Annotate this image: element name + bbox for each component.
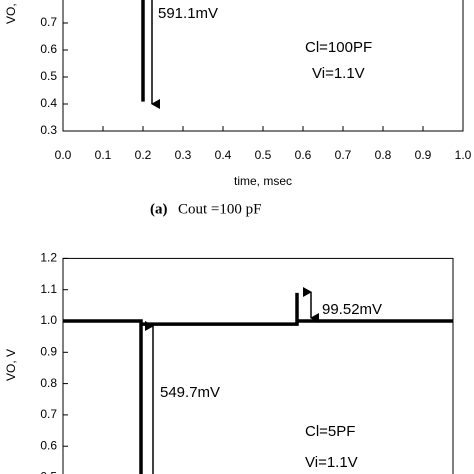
y-tick-label: 1.0 — [40, 313, 57, 327]
y-tick-label: 0.8 — [40, 0, 57, 2]
caption-label: (a) — [150, 201, 168, 217]
caption: Cout =100 pF — [178, 201, 261, 217]
y-tick-label: 1.1 — [40, 282, 57, 296]
annotation: Cl=100PF — [305, 39, 372, 56]
annotation: 549.7mV — [160, 384, 220, 401]
x-tick-label: 0.8 — [375, 148, 392, 162]
x-tick-label: 0.3 — [175, 148, 192, 162]
y-tick-label: 0.8 — [40, 376, 57, 390]
y-tick-label: 0.5 — [40, 470, 57, 474]
x-tick-label: 1.0 — [455, 148, 472, 162]
y-tick-label: 0.6 — [40, 42, 57, 56]
annotation: 99.52mV — [322, 301, 382, 318]
plot-frame — [62, 257, 454, 474]
annotation: 591.1mV — [158, 5, 218, 22]
y-tick-label: 0.7 — [40, 407, 57, 421]
y-tick-label: 0.7 — [40, 15, 57, 29]
x-tick-label: 0.4 — [215, 148, 232, 162]
y-axis-label: VO, V — [4, 0, 18, 24]
annotation: Vi=1.1V — [312, 65, 365, 82]
x-tick-label: 0.0 — [55, 148, 72, 162]
x-tick-label: 0.1 — [95, 148, 112, 162]
y-tick-label: 0.3 — [40, 123, 57, 137]
annotation: Cl=5PF — [305, 423, 355, 440]
x-tick-label: 0.9 — [415, 148, 432, 162]
x-tick-label: 0.2 — [135, 148, 152, 162]
annotation: Vi=1.1V — [305, 454, 358, 471]
y-tick-label: 0.5 — [40, 69, 57, 83]
x-axis-label: time, msec — [234, 174, 292, 188]
y-tick-label: 0.9 — [40, 344, 57, 358]
line-series — [63, 292, 453, 474]
line-series — [141, 0, 145, 102]
y-tick-label: 1.2 — [40, 251, 57, 265]
x-tick-label: 0.7 — [335, 148, 352, 162]
y-tick-label: 0.4 — [40, 96, 57, 110]
y-tick-label: 0.6 — [40, 438, 57, 452]
plot-frame — [62, 0, 464, 132]
x-tick-label: 0.6 — [295, 148, 312, 162]
y-axis-label: VO, V — [4, 349, 18, 381]
x-tick-label: 0.5 — [255, 148, 272, 162]
